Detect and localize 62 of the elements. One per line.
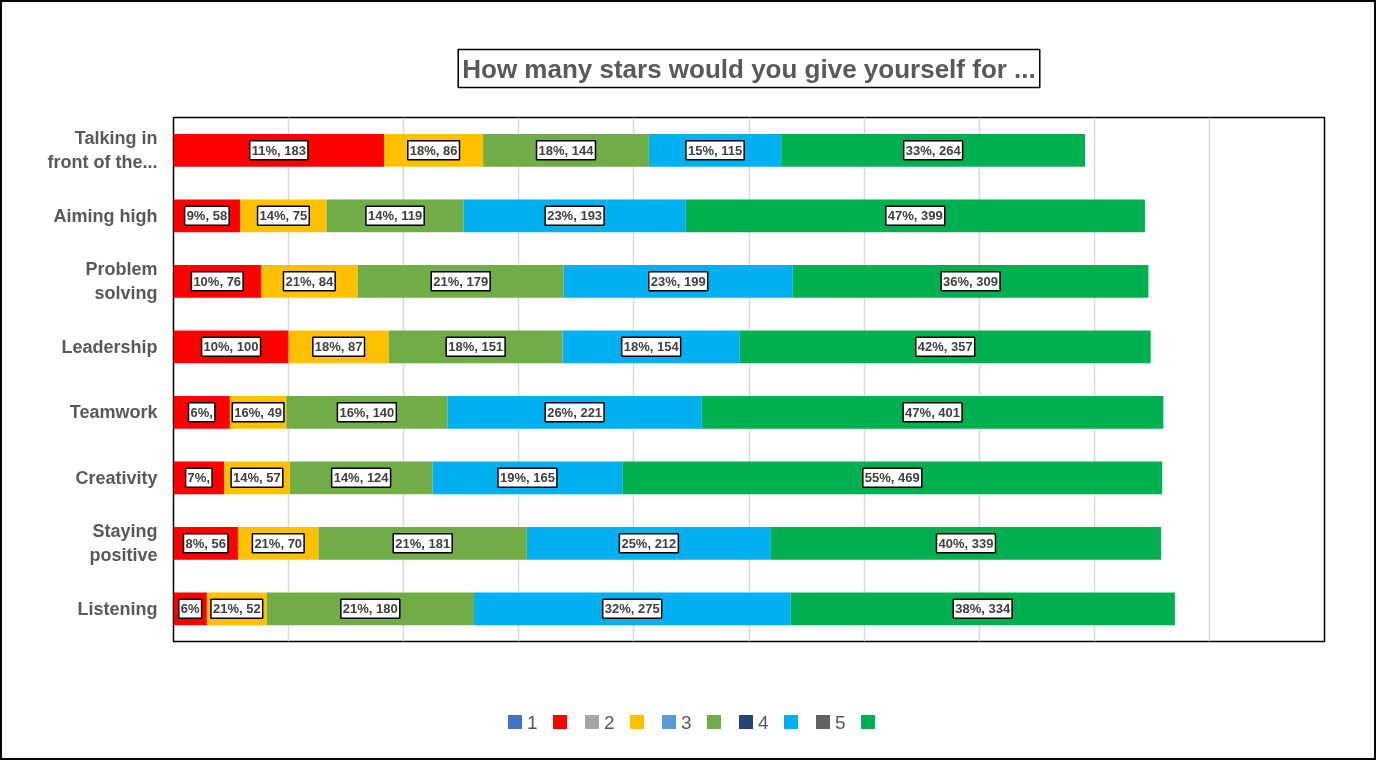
data-label: 14%, 119 bbox=[367, 208, 423, 224]
legend-label: 3 bbox=[681, 711, 692, 733]
data-label: 21%, 180 bbox=[342, 601, 398, 617]
data-label: 47%, 401 bbox=[905, 404, 961, 420]
annotation: 6% bbox=[180, 601, 201, 617]
data-label: 19%, 165 bbox=[499, 470, 555, 486]
chart-title: How many stars would you give yourself for ... bbox=[462, 53, 1036, 84]
data-label: 10%, 100 bbox=[203, 339, 259, 355]
data-label: 21%, 179 bbox=[433, 273, 489, 289]
data-label: 10%, 76 bbox=[193, 273, 242, 289]
data-label: 8%, 56 bbox=[185, 535, 226, 551]
data-label: 14%, 75 bbox=[259, 208, 308, 224]
y-tick-label: Aiming high bbox=[53, 205, 158, 226]
legend-label: 5 bbox=[835, 711, 846, 733]
y-tick-label: Listening bbox=[77, 598, 158, 619]
data-label: 16%, 140 bbox=[339, 404, 395, 420]
bar bbox=[701, 395, 1164, 429]
data-label: 40%, 339 bbox=[938, 535, 994, 551]
data-label: 21%, 84 bbox=[285, 273, 334, 289]
y-tick-label: Problem solving bbox=[85, 259, 158, 304]
y-tick-label: Staying positive bbox=[89, 521, 158, 566]
data-label: 16%, 49 bbox=[234, 404, 282, 420]
data-label: 15%, 115 bbox=[687, 142, 743, 158]
legend-label: 1 bbox=[527, 711, 538, 733]
data-label: 38%, 334 bbox=[955, 601, 1011, 617]
data-label: 55%, 469 bbox=[864, 470, 920, 486]
bar bbox=[781, 133, 1086, 167]
data-label: 36%, 309 bbox=[943, 273, 999, 289]
data-label: 18%, 151 bbox=[448, 339, 504, 355]
bar bbox=[739, 330, 1151, 364]
data-label: 14%, 124 bbox=[333, 470, 390, 486]
data-label: 25%, 212 bbox=[621, 535, 677, 551]
data-label: 9%, 58 bbox=[186, 208, 228, 224]
bar bbox=[792, 264, 1149, 298]
data-label: 33%, 264 bbox=[905, 142, 962, 158]
data-label: 14%, 57 bbox=[233, 470, 281, 486]
data-label: 47%, 399 bbox=[887, 208, 943, 224]
data-label: 18%, 86 bbox=[409, 142, 458, 158]
legend-label: 4 bbox=[758, 711, 769, 733]
data-label: 21%, 52 bbox=[212, 601, 261, 617]
data-label: 18%, 154 bbox=[623, 339, 680, 355]
data-label: 18%, 87 bbox=[314, 339, 363, 355]
data-label: 21%, 70 bbox=[254, 535, 303, 551]
annotation: 7%, bbox=[187, 470, 211, 486]
y-tick-label: Leadership bbox=[61, 336, 158, 357]
data-label: 21%, 181 bbox=[395, 535, 451, 551]
legend-label: 2 bbox=[604, 711, 615, 733]
annotation: 6%, bbox=[190, 404, 213, 420]
bar bbox=[622, 461, 1163, 495]
data-label: 23%, 193 bbox=[547, 208, 603, 224]
data-label: 11%, 183 bbox=[251, 142, 306, 158]
bar bbox=[790, 592, 1175, 626]
y-tick-label: Teamwork bbox=[69, 402, 159, 423]
data-label: 42%, 357 bbox=[917, 339, 973, 355]
data-label: 23%, 199 bbox=[650, 273, 706, 289]
bar bbox=[685, 199, 1145, 233]
data-label: 32%, 275 bbox=[604, 601, 660, 617]
y-tick-label: Talking in front of the... bbox=[47, 128, 158, 173]
y-tick-label: Creativity bbox=[75, 467, 158, 488]
data-label: 26%, 221 bbox=[547, 404, 603, 420]
bar bbox=[770, 526, 1162, 560]
data-label: 18%, 144 bbox=[538, 142, 595, 158]
